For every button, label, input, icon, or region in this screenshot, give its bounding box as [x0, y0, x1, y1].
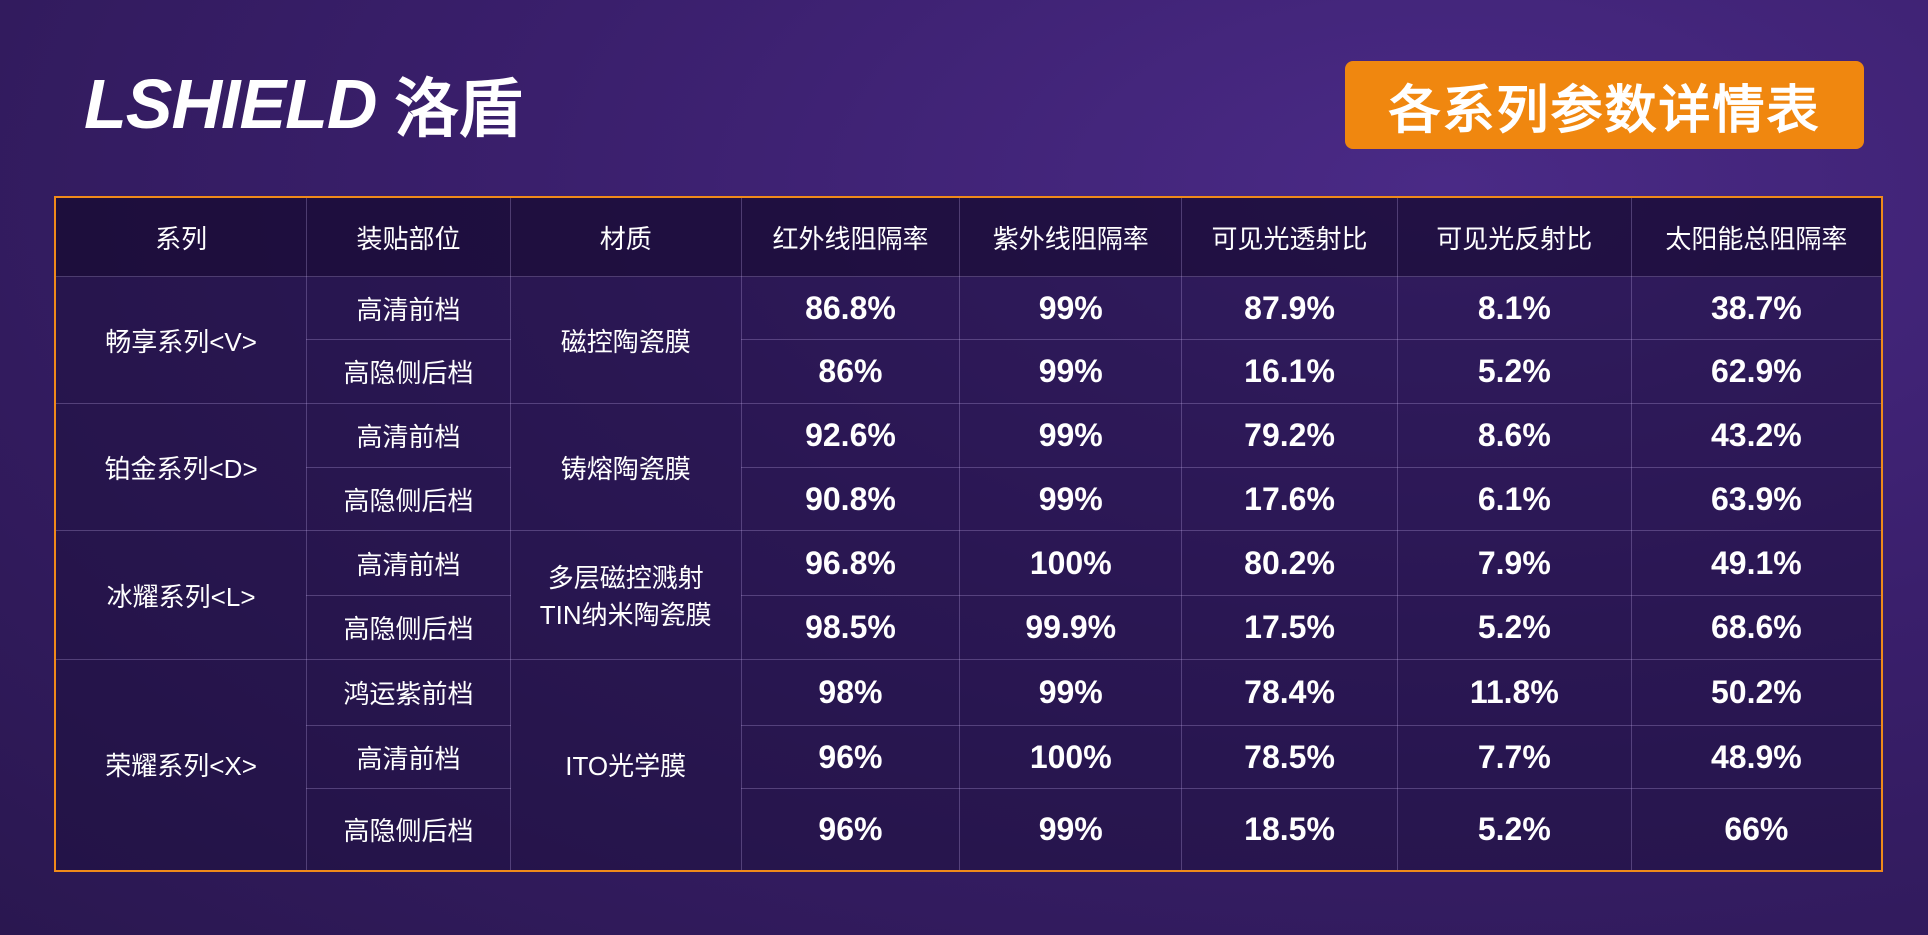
title: 各系列参数详情表	[1388, 81, 1821, 140]
position-cell: 高隐侧后档	[306, 467, 511, 531]
series-cell: 冰耀系列<L>	[54, 530, 308, 660]
material-line: ITO光学膜	[565, 751, 687, 782]
value-cell: 17.6%	[1181, 467, 1398, 531]
value-cell: 5.2%	[1396, 595, 1632, 660]
header-row: 系列 装贴部位 材质 红外线阻隔率 紫外线阻隔率 可见光透射比 可见光反射比 太阳能总阻隔率	[54, 196, 1883, 277]
params-table: 系列 装贴部位 材质 红外线阻隔率 紫外线阻隔率 可见光透射比 可见光反射比 太阳能总阻隔率 …	[54, 196, 1883, 872]
value-cell: 99%	[959, 788, 1183, 871]
position-cell: 鸿运紫前档	[306, 659, 511, 726]
column-header: 可见光反射比	[1396, 196, 1632, 277]
value-cell: 98%	[740, 659, 961, 726]
value-cell: 98.5%	[740, 595, 961, 660]
value-cell: 7.9%	[1396, 530, 1632, 596]
title-badge: 各系列参数详情表	[1345, 61, 1864, 149]
position-cell: 高隐侧后档	[306, 595, 511, 660]
value-cell: 79.2%	[1181, 403, 1398, 468]
column-header: 红外线阻隔率	[740, 196, 961, 277]
position-cell: 高隐侧后档	[306, 788, 511, 871]
value-cell: 99%	[959, 403, 1183, 468]
position-cell: 高清前档	[306, 725, 511, 789]
value-cell: 99%	[959, 467, 1183, 531]
position-cell: 高清前档	[306, 530, 511, 596]
value-cell: 99%	[959, 339, 1183, 404]
logo-cn: 洛盾	[394, 73, 523, 145]
logo-text: LSHIELD	[84, 65, 377, 143]
table-row: 冰耀系列<L> 高清前档多层磁控溅射 TIN纳米陶瓷膜 96.8% 100% 80.2% 7…	[54, 530, 1883, 660]
material-cell: 铸熔陶瓷膜	[509, 403, 742, 531]
table-row: 荣耀系列<X> 鸿运紫前档 ITO光学膜 98% 99% 78.4% 11.8% 50.2%	[54, 659, 1883, 871]
value-cell: 18.5%	[1181, 788, 1398, 871]
material-cell: 磁控陶瓷膜	[509, 276, 742, 404]
position-cell: 高清前档	[306, 276, 511, 340]
value-cell: 100%	[959, 725, 1183, 789]
value-cell: 92.6%	[740, 403, 961, 468]
value-cell: 90.8%	[740, 467, 961, 531]
value-cell: 7.7%	[1396, 725, 1632, 789]
value-cell: 17.5%	[1181, 595, 1398, 660]
column-header: 紫外线阻隔率	[959, 196, 1183, 277]
column-header: 装贴部位	[306, 196, 511, 277]
logo: LSHIELD 洛盾	[84, 58, 522, 150]
material-line: 多层磁控溅射	[547, 563, 704, 593]
value-cell: 49.1%	[1630, 530, 1883, 596]
material-line: 铸熔陶瓷膜	[560, 453, 691, 484]
value-cell: 5.2%	[1396, 339, 1632, 404]
value-cell: 5.2%	[1396, 788, 1632, 871]
value-cell: 63.9%	[1630, 467, 1883, 531]
value-cell: 99.9%	[959, 595, 1183, 660]
value-cell: 96%	[740, 725, 961, 789]
series-cell: 铂金系列<D>	[54, 403, 308, 531]
value-cell: 62.9%	[1630, 339, 1883, 404]
table-row: 高清前档 96% 100% 78.5% 7.7% 48.9%	[55, 725, 1883, 789]
value-cell: 8.1%	[1396, 276, 1632, 340]
value-cell: 6.1%	[1396, 467, 1632, 531]
series-cell: 畅享系列<V>	[54, 276, 308, 404]
column-header: 太阳能总阻隔率	[1630, 196, 1883, 277]
column-header: 系列	[54, 196, 308, 277]
column-header: 可见光透射比	[1181, 196, 1398, 277]
series-cell: 荣耀系列<X>	[54, 659, 308, 871]
value-cell: 8.6%	[1396, 403, 1632, 468]
table-row: 畅享系列<V> 高清前档磁控陶瓷膜 86.8% 99% 87.9% 8.1% 38.7%	[54, 276, 1883, 404]
table-row: 铂金系列<D> 高清前档铸熔陶瓷膜 92.6% 99% 79.2% 8.6% 43.2%	[54, 403, 1883, 531]
value-cell: 38.7%	[1630, 276, 1883, 340]
material-line: 磁控陶瓷膜	[560, 326, 691, 357]
value-cell: 43.2%	[1630, 403, 1883, 468]
value-cell: 50.2%	[1630, 659, 1883, 726]
table-body: 畅享系列<V> 高清前档 磁控陶瓷膜 86.8% 99% 87.9% 8.1% 38.7% 高隐…	[54, 276, 1883, 871]
table-row: 高隐侧后档 98.5% 99.9% 17.5% 5.2% 68.6%	[55, 595, 1883, 660]
position-cell: 高隐侧后档	[306, 339, 511, 404]
value-cell: 86.8%	[740, 276, 961, 340]
value-cell: 86%	[740, 339, 961, 404]
value-cell: 78.4%	[1181, 659, 1398, 726]
value-cell: 100%	[959, 530, 1183, 596]
material-line: TIN纳米陶瓷膜	[539, 600, 712, 630]
value-cell: 96.8%	[740, 530, 961, 596]
value-cell: 99%	[959, 659, 1183, 726]
value-cell: 16.1%	[1181, 339, 1398, 404]
material-cell: ITO光学膜	[509, 659, 742, 871]
table-row: 高隐侧后档 86% 99% 16.1% 5.2% 62.9%	[55, 339, 1883, 404]
table-row: 高隐侧后档 96% 99% 18.5% 5.2% 66%	[55, 788, 1883, 871]
value-cell: 78.5%	[1181, 725, 1398, 789]
value-cell: 87.9%	[1181, 276, 1398, 340]
column-header: 材质	[509, 196, 742, 277]
table-row: 高隐侧后档 90.8% 99% 17.6% 6.1% 63.9%	[55, 467, 1883, 531]
material-cell: 多层磁控溅射 TIN纳米陶瓷膜	[509, 530, 742, 660]
value-cell: 96%	[740, 788, 961, 871]
value-cell: 66%	[1630, 788, 1883, 871]
value-cell: 80.2%	[1181, 530, 1398, 596]
value-cell: 48.9%	[1630, 725, 1883, 789]
value-cell: 99%	[959, 276, 1183, 340]
value-cell: 68.6%	[1630, 595, 1883, 660]
position-cell: 高清前档	[306, 403, 511, 468]
value-cell: 11.8%	[1396, 659, 1632, 726]
